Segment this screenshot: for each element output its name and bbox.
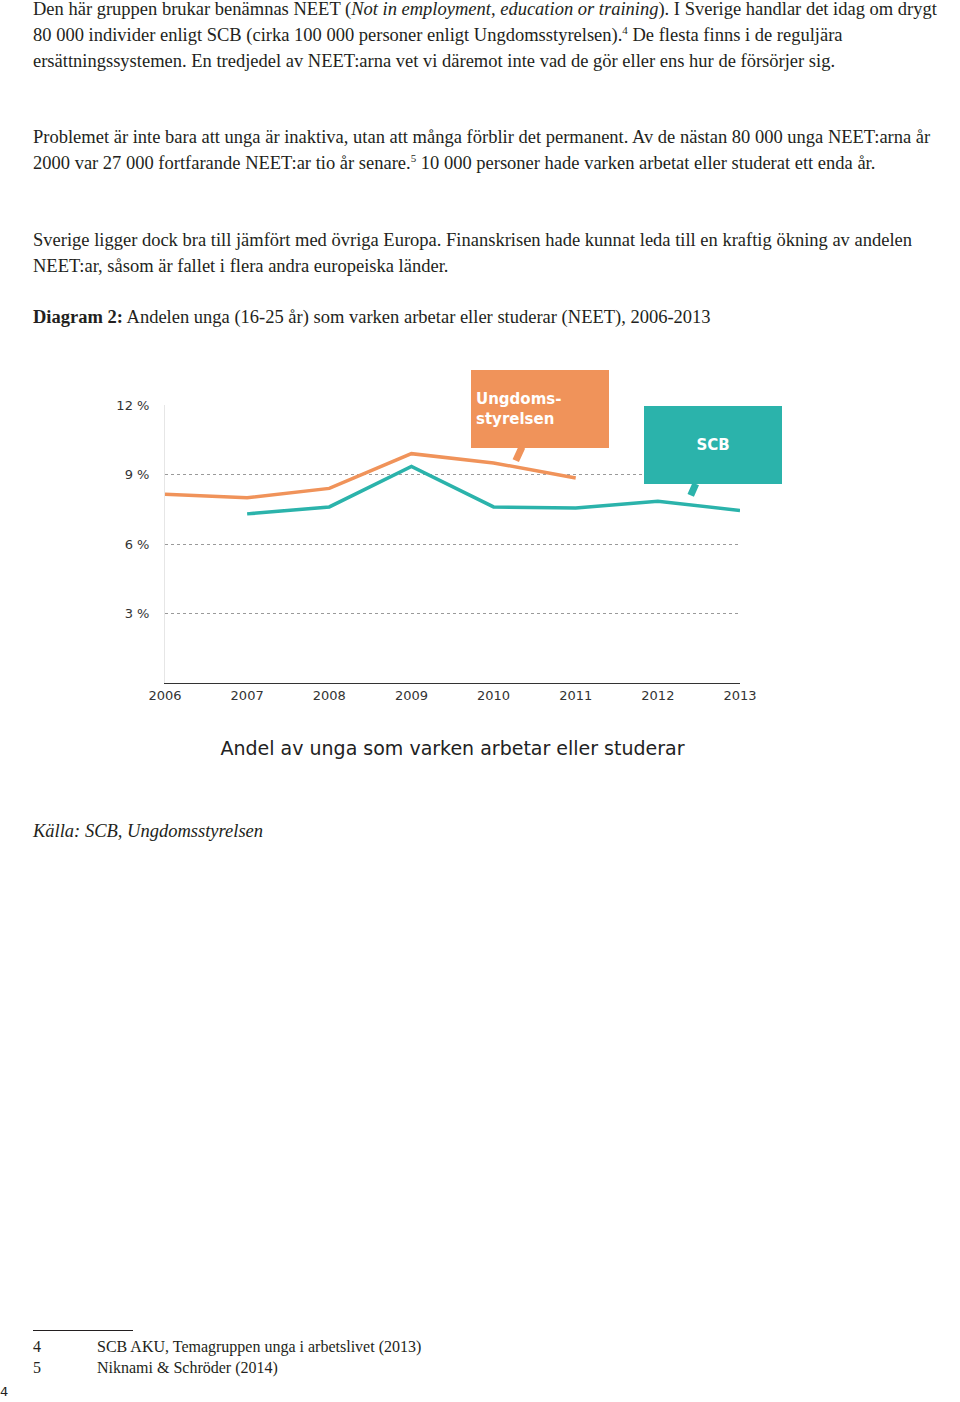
svg-text:3 %: 3 % bbox=[125, 606, 150, 621]
svg-text:2012: 2012 bbox=[641, 688, 674, 703]
svg-text:2011: 2011 bbox=[559, 688, 592, 703]
svg-text:SCB: SCB bbox=[696, 436, 729, 454]
svg-text:Andel av unga som varken arbet: Andel av unga som varken arbetar eller s… bbox=[220, 737, 684, 759]
svg-text:12 %: 12 % bbox=[116, 398, 149, 413]
html-text:4: 4 bbox=[33, 1338, 41, 1355]
html-text:Diagram 2: Andelen unga (16-25: Diagram 2: Andelen unga (16-25 år) som v… bbox=[33, 307, 711, 327]
html-text:SCB AKU, Temagruppen unga i ar: SCB AKU, Temagruppen unga i arbetslivet … bbox=[97, 1338, 422, 1355]
html-text:Den här gruppen brukar benämna: Den här gruppen brukar benämnas NEET (No… bbox=[33, 0, 937, 71]
svg-text:Ungdoms-styrelsen: Ungdoms-styrelsen bbox=[476, 390, 561, 428]
html-text:Problemet är inte bara att ung: Problemet är inte bara att unga är inakt… bbox=[33, 127, 931, 173]
svg-text:2010: 2010 bbox=[477, 688, 510, 703]
svg-text:2009: 2009 bbox=[395, 688, 428, 703]
html-text:10 000 personer hade varken ar: 10 000 personer hade varken arbetat elle… bbox=[416, 153, 876, 173]
html-text:Källa: SCB, Ungdomsstyrelsen: Källa: SCB, Ungdomsstyrelsen bbox=[33, 821, 263, 841]
svg-text:9 %: 9 % bbox=[125, 467, 150, 482]
svg-text:2007: 2007 bbox=[231, 688, 264, 703]
svg-text:6 %: 6 % bbox=[125, 537, 150, 552]
svg-text:2006: 2006 bbox=[148, 688, 181, 703]
html-text:Niknami & Schröder (2014): Niknami & Schröder (2014) bbox=[97, 1359, 278, 1376]
html-text:4: 4 bbox=[0, 1384, 9, 1399]
svg-text:2008: 2008 bbox=[313, 688, 346, 703]
html-text:Sverige ligger dock bra till j: Sverige ligger dock bra till jämfört med… bbox=[33, 230, 912, 276]
svg-text:2013: 2013 bbox=[723, 688, 756, 703]
html-text:5: 5 bbox=[33, 1359, 41, 1376]
